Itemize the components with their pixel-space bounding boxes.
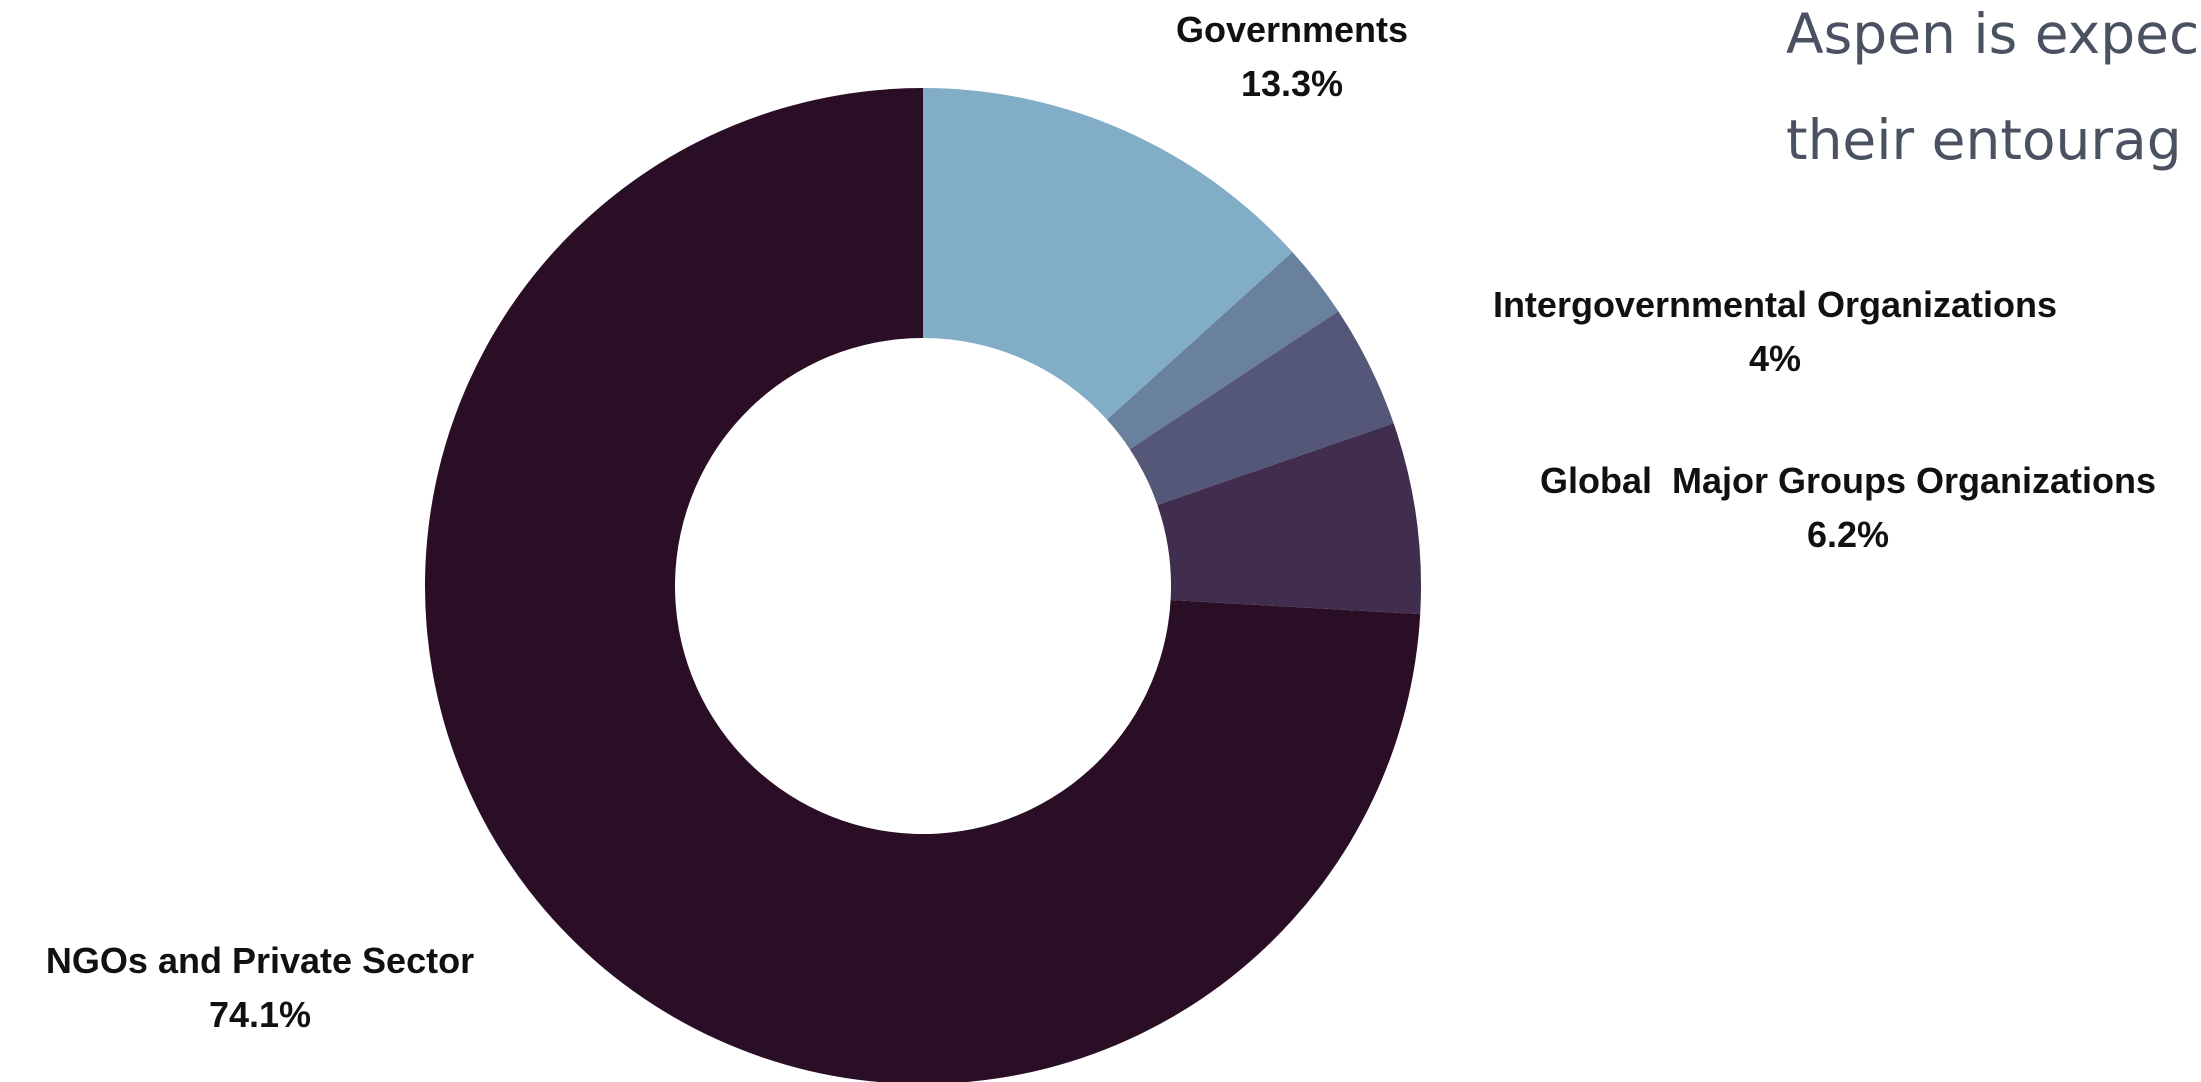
slice-value-ngos-private-sector: 74.1% (209, 994, 311, 1035)
slice-value-global-major-groups: 6.2% (1807, 514, 1889, 555)
slice-label-global-major-groups: Global Major Groups Organizations (1540, 460, 2156, 501)
slice-global-major-groups-organizations (1157, 423, 1421, 615)
slice-value-governments: 13.3% (1241, 63, 1343, 104)
slice-intergovernmental-organizations (1129, 311, 1394, 505)
slice-label-intergovernmental: Intergovernmental Organizations (1493, 284, 2057, 325)
donut-slices (425, 88, 1421, 1082)
slice-ngos-and-private-sector (425, 88, 1421, 1082)
slice-value-intergovernmental: 4% (1749, 338, 1801, 379)
slice-label-ngos-private-sector: NGOs and Private Sector (46, 940, 474, 981)
slice-label-governments: Governments (1176, 9, 1408, 50)
slice-unlabeled-1 (1106, 251, 1339, 450)
slice-governments (923, 88, 1293, 420)
intro-text-line-2: their entourag (1786, 108, 2182, 172)
intro-text-line-1: Aspen is expec (1786, 2, 2200, 66)
